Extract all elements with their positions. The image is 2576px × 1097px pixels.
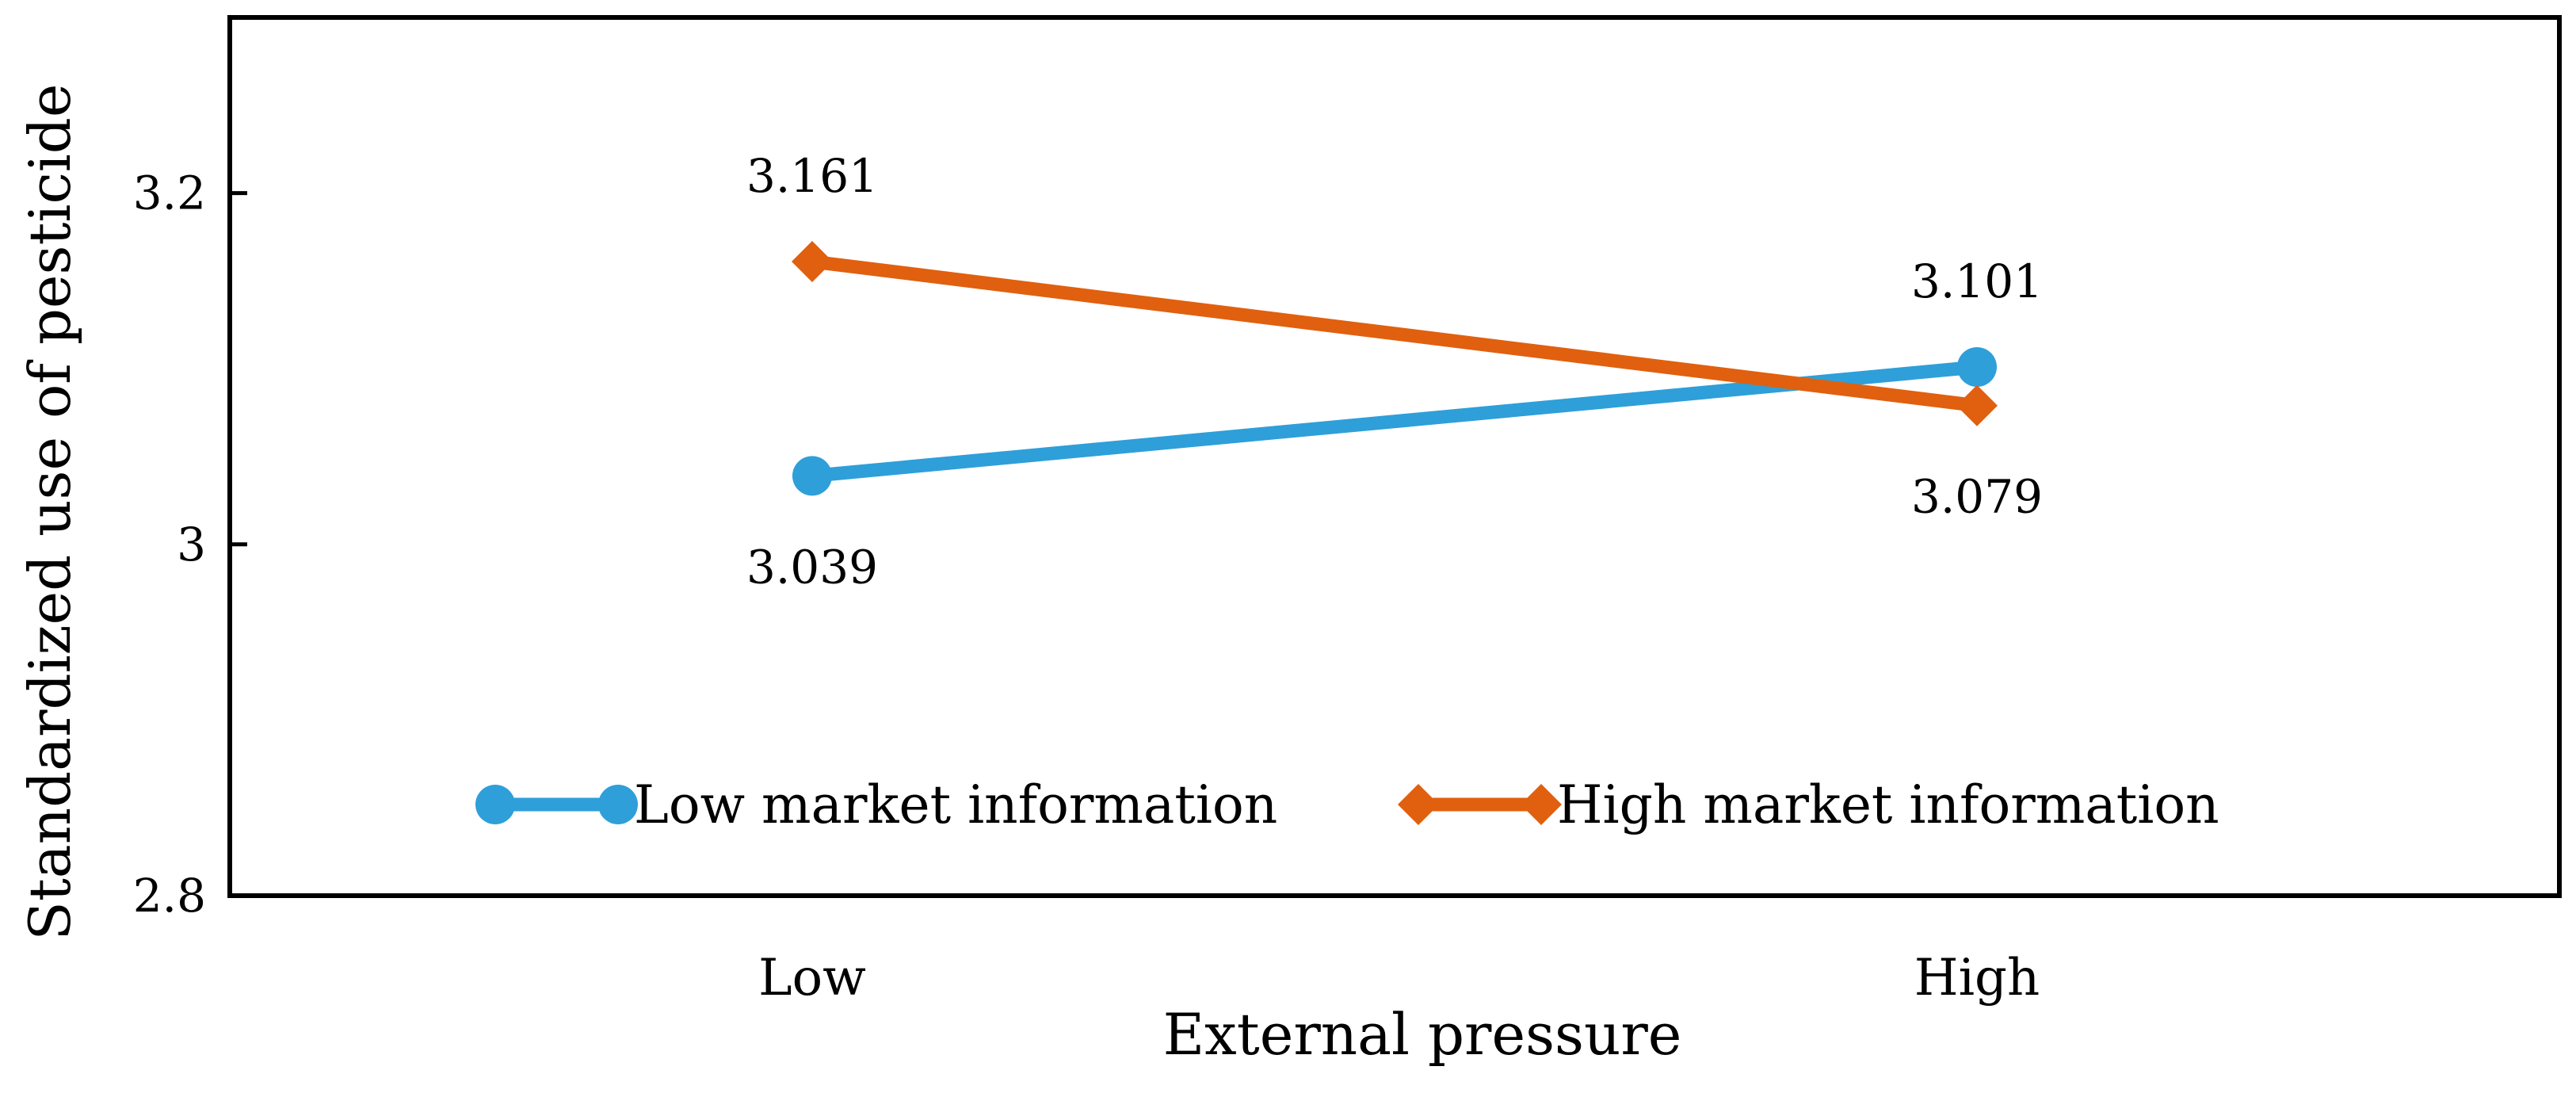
- data-point-diamond: [1956, 384, 1998, 426]
- y-tick-label: 2.8: [133, 869, 206, 923]
- data-label: 3.161: [746, 149, 878, 203]
- legend-marker: [1521, 784, 1562, 825]
- y-axis-ticks: 2.8 3 3.2: [133, 166, 247, 923]
- x-tick-label: High: [1914, 949, 2040, 1007]
- data-point-circle: [1957, 346, 1997, 387]
- legend-marker: [475, 785, 515, 824]
- x-axis-title: External pressure: [1163, 1001, 1682, 1068]
- series-layer: [792, 241, 1998, 496]
- legend-label: High market information: [1557, 774, 2219, 835]
- data-label: 3.079: [1911, 470, 2043, 524]
- data-label: 3.101: [1911, 254, 2043, 308]
- y-tick-label: 3: [177, 518, 206, 571]
- legend: Low market information High market inform…: [475, 774, 2219, 835]
- x-axis-ticks: Low High: [758, 949, 2040, 1007]
- legend-label: Low market information: [634, 774, 1277, 835]
- data-label: 3.039: [746, 540, 878, 594]
- y-axis-title: Standardized use of pesticide: [17, 84, 83, 941]
- x-tick-label: Low: [758, 949, 866, 1007]
- legend-item: Low market information: [475, 774, 1277, 835]
- series-2: [792, 241, 1998, 426]
- plot-area-frame: [227, 15, 2562, 898]
- y-tick-label: 3.2: [133, 166, 206, 220]
- data-point-circle: [792, 456, 832, 496]
- series-line: [805, 254, 1984, 413]
- series-1: [792, 346, 1997, 496]
- data-labels: 3.039 3.101 3.161 3.079: [746, 149, 2043, 594]
- legend-marker: [1398, 784, 1439, 825]
- legend-marker: [598, 785, 638, 824]
- legend-item: High market information: [1398, 774, 2219, 835]
- data-point-diamond: [792, 241, 833, 283]
